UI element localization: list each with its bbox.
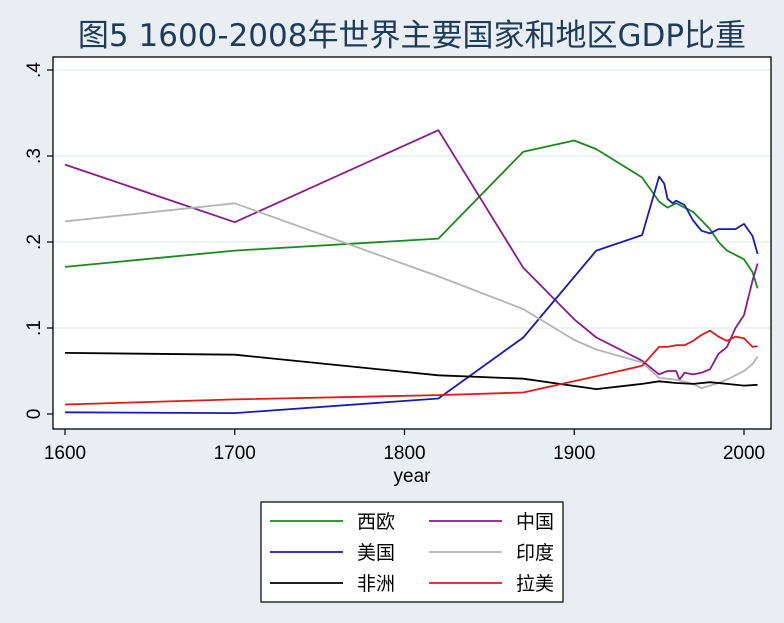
y-axis: 0 .1 .2 .3 .4 [24,62,53,420]
legend-label-4: 非洲 [357,573,395,595]
y-tick-label-2: .2 [24,234,45,250]
x-axis-title: year [394,466,432,487]
x-axis: 1600 1700 1800 1900 2000 [44,429,765,464]
series-line-0 [64,139,759,289]
x-tick-label-1: 1700 [214,443,256,464]
series-lines [64,129,759,415]
legend-label-2: 美国 [357,542,395,564]
legend-label-3: 印度 [516,542,554,564]
x-tick-label-3: 1900 [553,443,595,464]
y-tick-label-0: 0 [24,409,45,420]
chart-title: 图5 1600-2008年世界主要国家和地区GDP比重 [78,18,746,54]
legend-label-0: 西欧 [357,511,395,533]
legend-label-1: 中国 [516,511,554,533]
series-line-3 [64,202,759,390]
gridlines [54,69,770,329]
x-tick-label-2: 1800 [383,443,425,464]
y-tick-label-4: .4 [24,62,45,78]
series-line-5 [64,329,758,406]
x-tick-label-4: 2000 [723,443,765,464]
x-tick-label-0: 1600 [44,443,86,464]
y-tick-label-1: .1 [24,320,45,336]
legend-label-5: 拉美 [516,573,554,595]
series-line-2 [64,175,759,415]
y-tick-label-3: .3 [24,148,45,164]
series-line-4 [64,352,758,391]
